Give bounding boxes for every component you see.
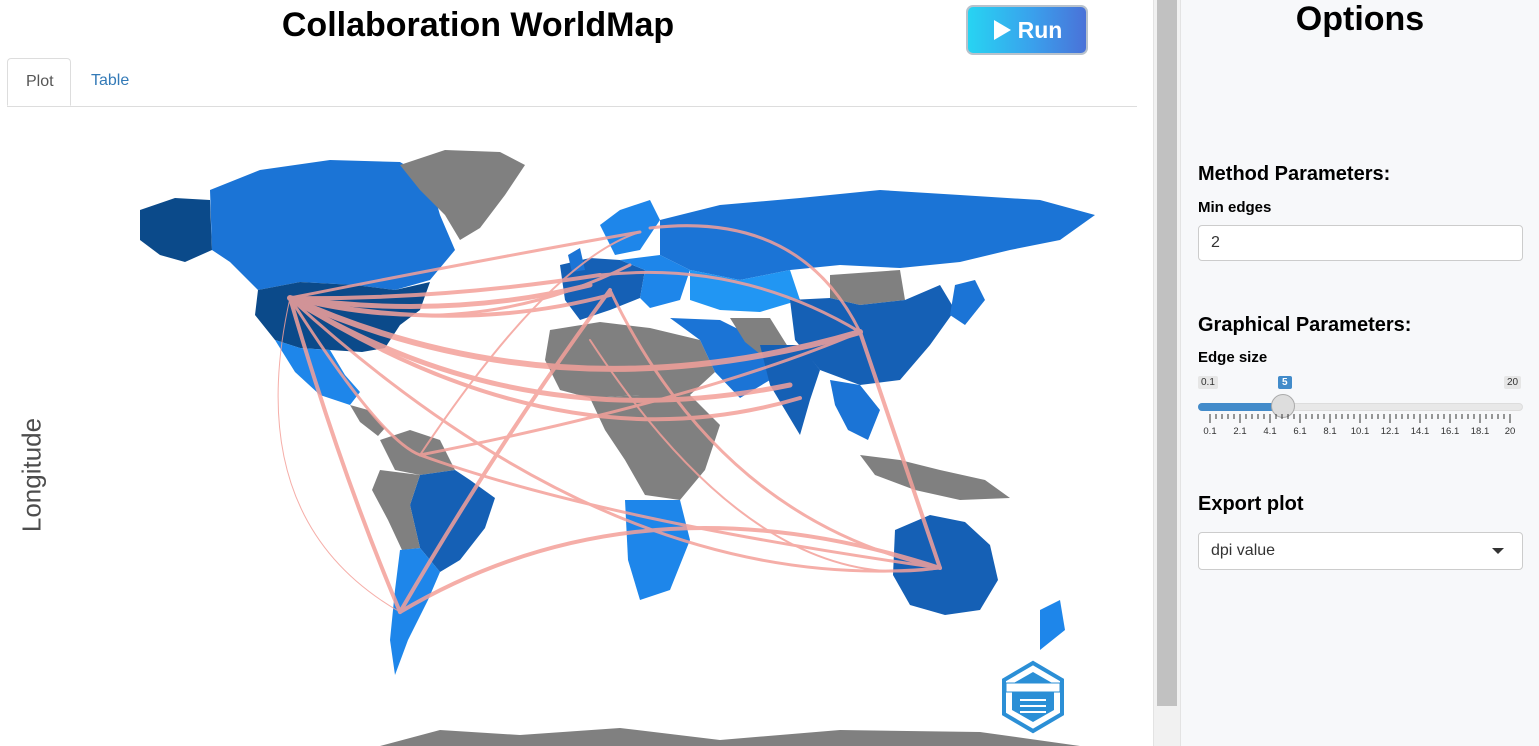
slider-tick-label: 2.1 <box>1233 426 1247 437</box>
edge-size-slider-fill <box>1198 403 1284 411</box>
method-parameters-header: Method Parameters: <box>1198 163 1391 185</box>
india <box>760 345 820 435</box>
slider-min-label: 0.1 <box>1198 376 1218 389</box>
southeast-asia <box>830 380 880 440</box>
chevron-down-icon <box>1492 548 1504 554</box>
min-edges-input[interactable] <box>1198 225 1523 261</box>
run-button-label: Run <box>1017 16 1063 43</box>
greenland <box>400 150 525 240</box>
edge-size-slider-handle[interactable] <box>1271 394 1295 418</box>
argentina-chile <box>390 548 440 675</box>
slider-tick-label: 12.1 <box>1380 426 1400 437</box>
mongolia <box>830 270 905 305</box>
alaska <box>140 198 212 262</box>
japan-korea <box>950 280 985 325</box>
new-zealand <box>1040 600 1065 650</box>
mexico <box>275 340 360 405</box>
export-plot-header: Export plot <box>1198 493 1304 515</box>
graphical-parameters-header: Graphical Parameters: <box>1198 314 1412 336</box>
australia <box>893 515 998 615</box>
slider-tick-label: 6.1 <box>1293 426 1307 437</box>
canada <box>210 160 455 290</box>
dpi-select-placeholder: dpi value <box>1211 542 1276 559</box>
land-masses <box>140 150 1095 746</box>
central-america <box>350 405 385 436</box>
options-title: Options <box>1295 0 1425 38</box>
scandinavia <box>600 200 660 255</box>
tab-bar: Plot Table <box>7 58 1137 107</box>
slider-tick-label: 0.1 <box>1203 426 1217 437</box>
russia <box>660 190 1095 280</box>
slider-tick-label: 14.1 <box>1410 426 1430 437</box>
indonesia <box>860 455 1010 500</box>
slider-max-label: 20 <box>1504 376 1522 389</box>
min-edges-label: Min edges <box>1198 199 1272 216</box>
kazakhstan <box>690 270 800 312</box>
central-africa <box>590 395 720 500</box>
page-title: Collaboration WorldMap <box>281 6 675 44</box>
slider-tick-label: 4.1 <box>1263 426 1277 437</box>
slider-value-label: 5 <box>1278 376 1292 389</box>
y-axis-label: Longitude <box>16 417 47 533</box>
north-africa <box>545 322 715 398</box>
collaboration-edges <box>277 224 942 614</box>
play-icon <box>993 20 1011 40</box>
slider-tick-label: 10.1 <box>1350 426 1370 437</box>
slider-tick-label: 20 <box>1504 426 1516 437</box>
tab-table[interactable]: Table <box>91 72 130 89</box>
bibliometrix-logo <box>1002 660 1064 734</box>
slider-tick-label: 18.1 <box>1470 426 1490 437</box>
run-button[interactable]: Run <box>966 5 1088 55</box>
slider-tick-label: 16.1 <box>1440 426 1460 437</box>
slider-tick-label: 8.1 <box>1323 426 1337 437</box>
china <box>790 285 955 385</box>
edge-size-label: Edge size <box>1198 349 1268 366</box>
options-sidebar: Options Method Parameters: Min edges Gra… <box>1180 0 1539 746</box>
peru-bolivia <box>372 470 420 550</box>
collaboration-world-map <box>140 150 1095 746</box>
dpi-select[interactable]: dpi value <box>1198 532 1523 570</box>
antarctica <box>380 728 1080 746</box>
scrollbar-thumb[interactable] <box>1157 0 1177 706</box>
tab-plot[interactable]: Plot <box>7 58 71 106</box>
scrollbar[interactable] <box>1153 0 1180 746</box>
eastern-europe <box>620 255 690 308</box>
slider-ticks <box>1209 414 1511 423</box>
main-panel: Collaboration WorldMap Run Plot Table Lo… <box>7 5 1137 746</box>
